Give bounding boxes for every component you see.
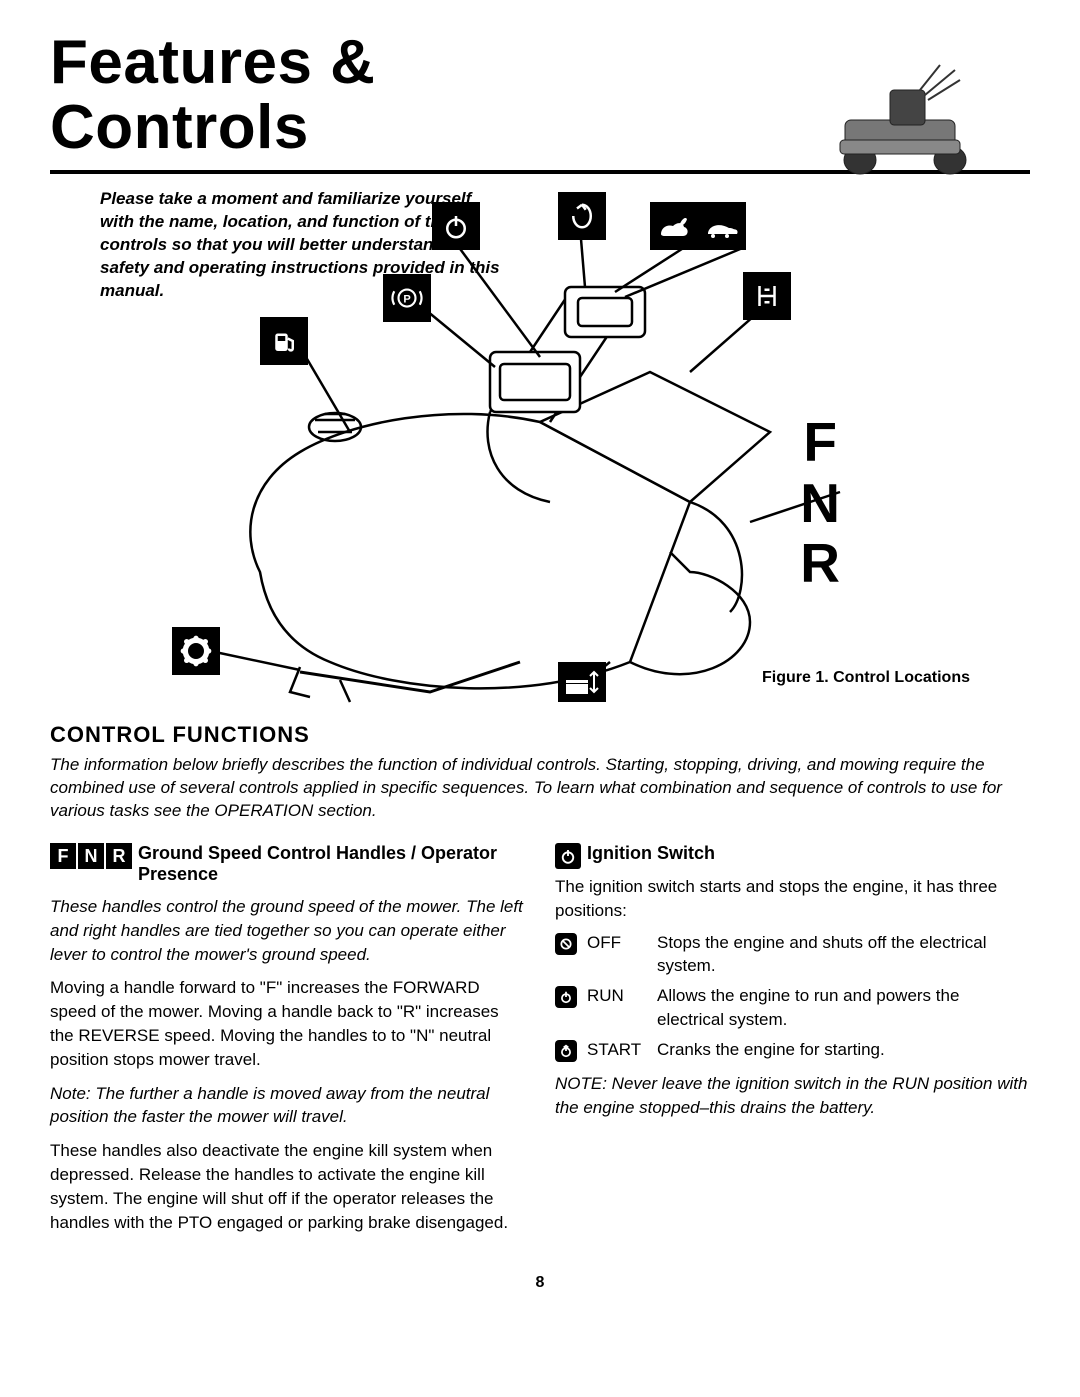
ign-off-icon <box>555 933 577 955</box>
fnr-n: N <box>800 473 840 534</box>
figure-caption: Figure 1. Control Locations <box>762 669 970 687</box>
ign-pos-off: OFF <box>587 931 647 979</box>
ground-speed-p3: Note: The further a handle is moved away… <box>50 1082 525 1130</box>
ground-speed-p4: These handles also deactivate the engine… <box>50 1139 525 1234</box>
fnr-chip-f: F <box>50 843 76 869</box>
ground-speed-heading: Ground Speed Control Handles / Operator … <box>138 843 525 885</box>
fuel-icon <box>260 317 308 365</box>
fnr-chip: F N R <box>50 843 132 869</box>
left-column: F N R Ground Speed Control Handles / Ope… <box>50 843 525 1234</box>
ignition-icon <box>432 202 480 250</box>
ground-speed-p1: These handles control the ground speed o… <box>50 895 525 966</box>
ign-pos-start: START <box>587 1038 647 1062</box>
fnr-chip-n: N <box>78 843 104 869</box>
fnr-r: R <box>800 533 840 594</box>
ignition-heading-icon <box>555 843 581 869</box>
right-column: Ignition Switch The ignition switch star… <box>555 843 1030 1234</box>
fnr-indicator: F N R <box>800 412 840 594</box>
fnr-chip-r: R <box>106 843 132 869</box>
ign-pos-run: RUN <box>587 984 647 1032</box>
ign-desc-off: Stops the engine and shuts off the elect… <box>657 931 1030 979</box>
choke-icon <box>558 192 606 240</box>
section-desc: The information below briefly describes … <box>50 754 1030 823</box>
ign-start-icon <box>555 1040 577 1062</box>
deck-height-icon <box>558 662 606 702</box>
page-title-1: Features & <box>50 30 375 95</box>
ignition-intro: The ignition switch starts and stops the… <box>555 875 1030 923</box>
ign-run-icon <box>555 986 577 1008</box>
throttle-icon <box>650 202 746 250</box>
ignition-note: NOTE: Never leave the ignition switch in… <box>555 1072 1030 1120</box>
mower-thumbnail <box>820 60 980 180</box>
fnr-f: F <box>800 412 840 473</box>
ground-speed-p2: Moving a handle forward to "F" increases… <box>50 976 525 1071</box>
ign-row-off: OFF Stops the engine and shuts off the e… <box>555 931 1030 979</box>
ign-row-start: START Cranks the engine for starting. <box>555 1038 1030 1062</box>
ignition-heading: Ignition Switch <box>587 843 715 864</box>
ign-desc-run: Allows the engine to run and powers the … <box>657 984 1030 1032</box>
ign-row-run: RUN Allows the engine to run and powers … <box>555 984 1030 1032</box>
page-number: 8 <box>50 1274 1030 1292</box>
tracking-icon <box>743 272 791 320</box>
page-title-2: Controls <box>50 95 375 160</box>
park-brake-icon: P <box>383 274 431 322</box>
pto-icon <box>172 627 220 675</box>
svg-text:P: P <box>403 293 410 305</box>
ign-desc-start: Cranks the engine for starting. <box>657 1038 1030 1062</box>
section-heading: CONTROL FUNCTIONS <box>50 722 1030 748</box>
control-diagram: P F N R Figure 1. Control Locations <box>50 192 1030 712</box>
